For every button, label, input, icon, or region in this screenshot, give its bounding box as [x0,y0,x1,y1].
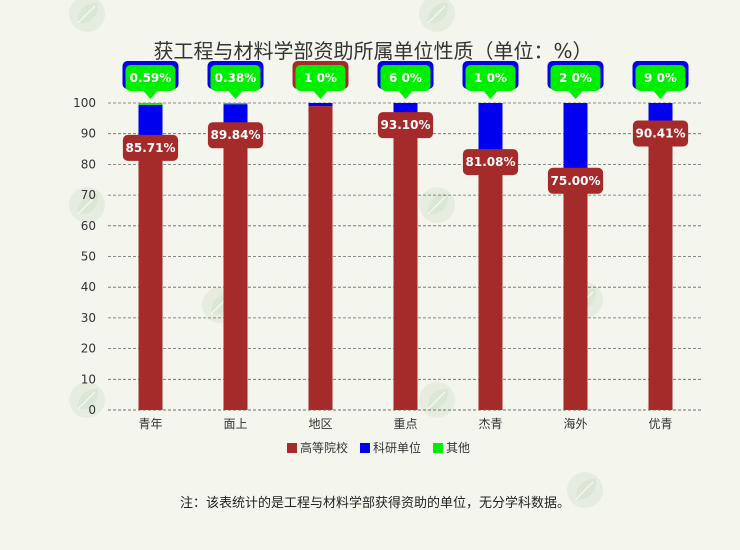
leaf-icon [69,187,105,223]
y-tick-label: 20 [81,342,96,356]
svg-text:9 0%: 9 0% [644,71,677,85]
legend-label: 高等院校 [300,440,348,455]
x-tick-label: 杰青 [478,417,502,431]
y-tick-label: 90 [81,127,96,141]
bar-segment [308,106,333,410]
data-label: 85.71% [122,134,179,169]
bar-segment [393,124,418,411]
y-tick-label: 0 [88,403,96,417]
bar-segment [563,103,588,180]
x-tick-label: 重点 [393,417,417,431]
svg-text:0.59%: 0.59% [130,71,172,85]
data-label: 0.59% [125,65,176,99]
data-label: 75.00% [547,167,604,202]
y-tick-label: 80 [81,157,96,171]
legend-item[interactable]: 科研单位 [360,440,421,455]
svg-text:75.00%: 75.00% [551,174,601,188]
chart-title: 获工程与材料学部资助所属单位性质（单位：%） [153,39,592,63]
legend-swatch [433,443,443,453]
bar-segment [138,146,163,410]
data-label: 81.08% [462,149,519,184]
y-tick-label: 50 [81,250,96,264]
leaf-icon [567,472,603,508]
legend-item[interactable]: 高等院校 [287,440,348,455]
y-tick-label: 40 [81,280,96,294]
data-label: 0.38% [210,65,261,99]
data-label: 2 0% [550,65,601,99]
svg-text:81.08%: 81.08% [466,155,516,169]
leaf-icon [69,382,105,418]
data-label: 6 0% [380,65,431,99]
legend-label: 其他 [446,441,470,455]
svg-text:89.84%: 89.84% [211,128,261,142]
data-label: 9 0% [635,65,686,99]
data-labels: 85.71% 89.84% 93.10% 81.08% 75.00% 90.41% 0.59… [122,61,689,202]
x-tick-label: 地区 [308,417,332,431]
x-tick-label: 青年 [138,417,162,431]
legend-label: 科研单位 [373,440,421,455]
svg-text:1 0%: 1 0% [474,71,507,85]
leaf-icon [419,382,455,418]
svg-text:6 0%: 6 0% [389,71,422,85]
y-axis: 0 10 20 30 40 50 60 70 80 90 100 [73,96,96,417]
bar-segment [138,103,163,105]
leaf-icon [69,0,105,32]
svg-text:1 0%: 1 0% [304,71,337,85]
y-tick-label: 10 [81,372,96,386]
legend-item[interactable]: 其他 [433,441,470,455]
chart-note: 注：该表统计的是工程与材料学部获得资助的单位，无分学科数据。 [180,495,570,511]
svg-text:90.41%: 90.41% [636,126,686,140]
data-label: 1 0% [295,65,346,99]
legend-swatch [360,443,370,453]
x-tick-label: 海外 [563,416,587,431]
svg-text:0.38%: 0.38% [215,71,257,85]
legend[interactable]: 高等院校 科研单位 其他 [287,440,470,455]
leaf-watermarks [69,0,603,508]
bars [138,103,673,411]
x-tick-label: 面上 [223,417,247,431]
bar-segment [648,132,673,411]
data-label: 1 0% [465,65,516,99]
svg-text:2 0%: 2 0% [559,71,592,85]
leaf-icon [419,0,455,32]
x-tick-label: 优青 [648,417,672,431]
legend-swatch [287,443,297,453]
bar-segment [308,103,333,107]
bar-segment [563,179,588,410]
data-label: 93.10% [377,112,434,147]
y-tick-label: 60 [81,219,96,233]
bar-segment [223,103,248,105]
data-label: 90.41% [632,120,689,155]
y-tick-label: 30 [81,311,96,325]
bar-segment [223,134,248,410]
svg-text:93.10%: 93.10% [381,118,431,132]
y-tick-label: 70 [81,188,96,202]
leaf-icon [419,187,455,223]
bar-segment [478,161,503,410]
svg-text:85.71%: 85.71% [126,141,176,155]
x-axis: 青年 面上 地区 重点 杰青 海外 优青 [108,409,703,431]
y-tick-label: 100 [73,96,96,110]
data-label: 89.84% [207,122,264,157]
